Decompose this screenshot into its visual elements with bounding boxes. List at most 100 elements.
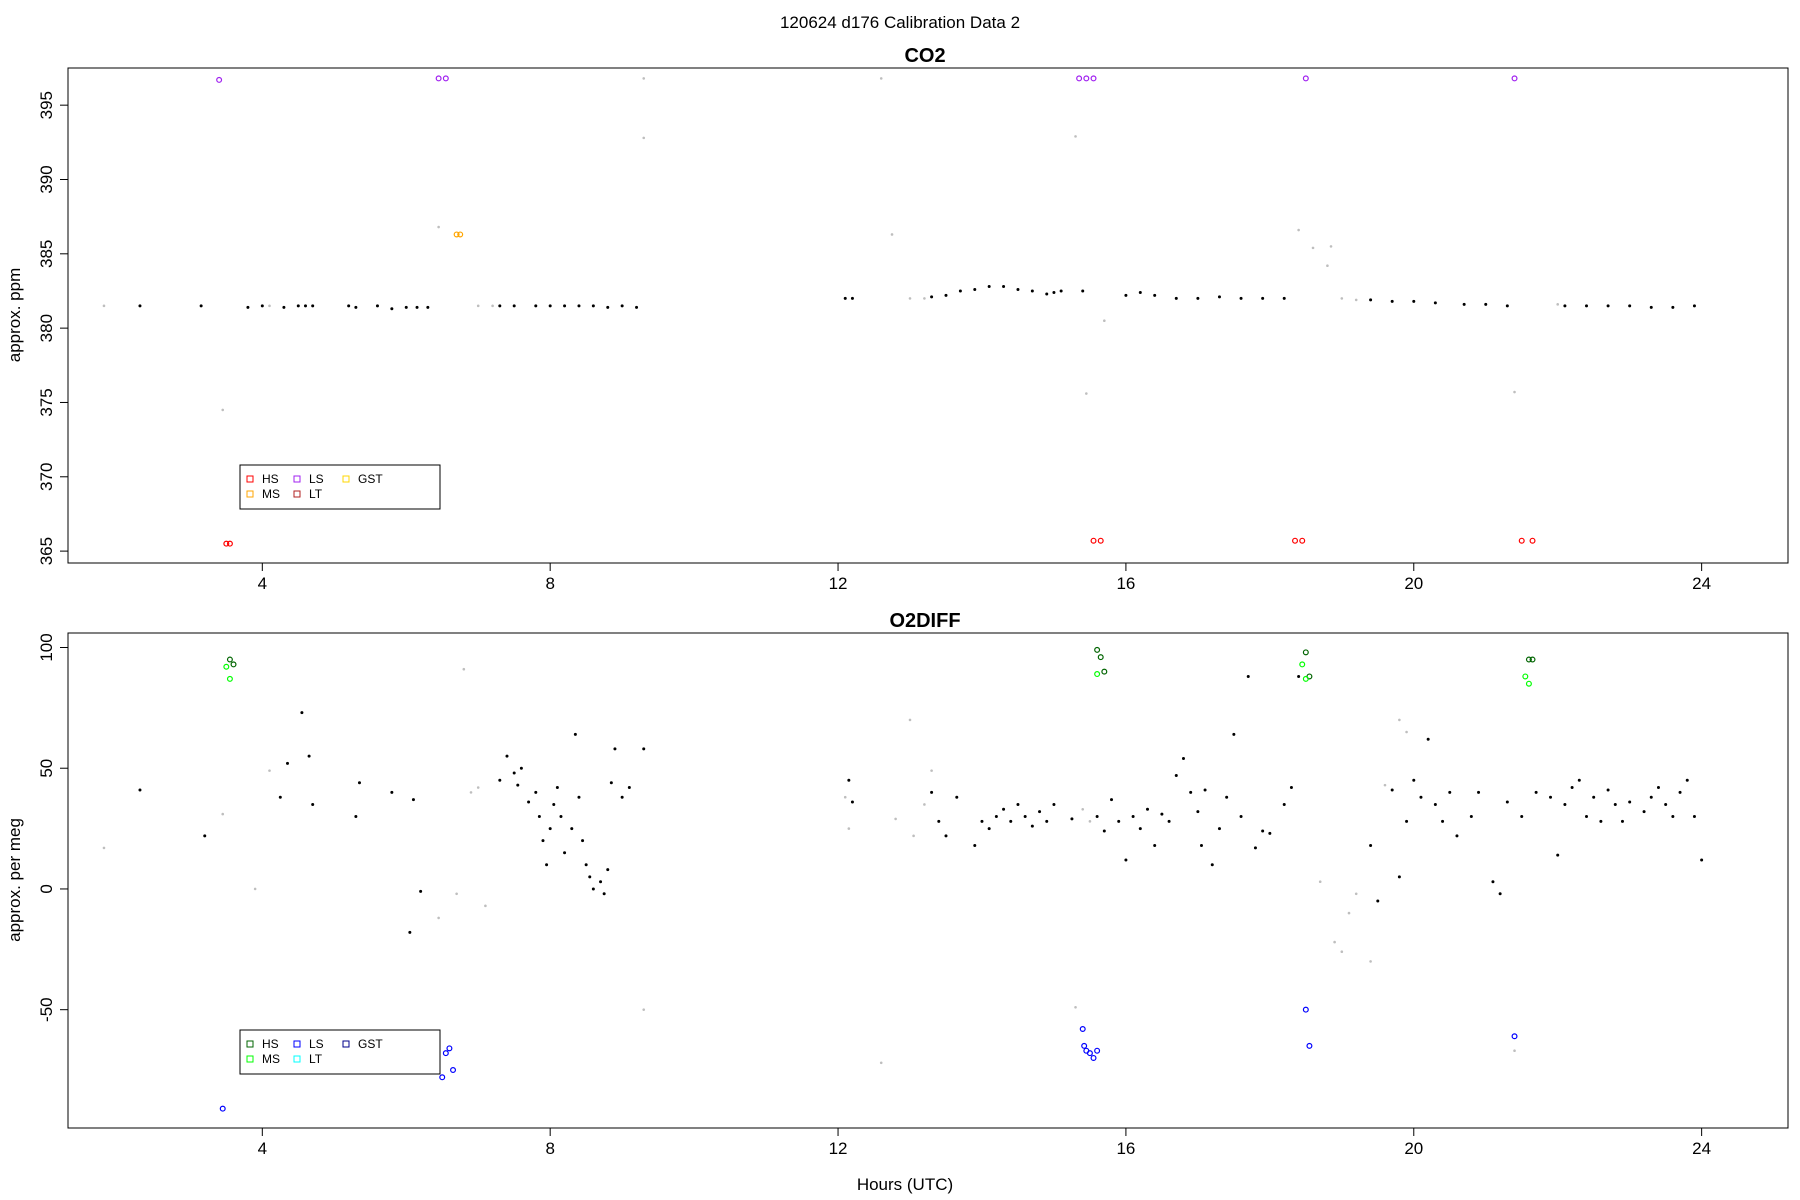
co2-point-black <box>354 305 358 309</box>
co2-x-tick-label: 4 <box>258 574 267 593</box>
co2-point-black <box>534 304 538 308</box>
co2-point-black <box>1462 302 1466 306</box>
co2-point-black <box>1649 305 1653 309</box>
o2diff-point-black <box>1117 819 1121 823</box>
co2-legend-label-hs: HS <box>262 472 279 486</box>
o2diff-point-black <box>1203 788 1207 792</box>
o2diff-point-black <box>1124 858 1128 862</box>
co2-point-black <box>246 305 250 309</box>
o2diff-point-gray <box>843 795 847 799</box>
co2-point-gray <box>1513 390 1516 394</box>
co2-point-black <box>1484 302 1488 306</box>
o2diff-y-tick-label: 100 <box>37 633 56 661</box>
co2-point-black <box>199 304 203 308</box>
o2diff-point-ms <box>1525 680 1532 687</box>
o2diff-point-ls <box>439 1074 446 1081</box>
o2diff-point-hs <box>226 656 233 663</box>
co2-point-black <box>498 304 502 308</box>
co2-y-tick-label: 380 <box>37 314 56 342</box>
co2-y-tick-label: 370 <box>37 463 56 491</box>
o2diff-point-black <box>1599 819 1603 823</box>
co2-point-black <box>944 293 948 297</box>
o2diff-point-hs <box>1529 656 1536 663</box>
co2-point-black <box>311 304 315 308</box>
o2diff-point-gray <box>1398 718 1401 722</box>
co2-point-gray <box>1074 135 1077 138</box>
o2diff-point-gray <box>253 887 257 891</box>
o2diff-point-gray <box>484 904 487 908</box>
o2diff-point-black <box>1246 674 1250 678</box>
o2diff-point-black <box>1217 827 1221 831</box>
o2diff-point-black <box>1189 790 1193 794</box>
o2diff-point-black <box>1620 819 1624 823</box>
co2-legend-label-gst: GST <box>358 472 383 486</box>
o2diff-point-black <box>1239 815 1243 819</box>
co2-x-axis: 4 8 12 16 20 24 <box>258 563 1711 593</box>
o2diff-legend-swatch-hs <box>246 1040 254 1048</box>
o2diff-point-ms <box>1094 671 1101 678</box>
co2-point-black <box>577 304 581 308</box>
o2diff-point-black <box>955 795 959 799</box>
co2-point-black <box>1124 293 1128 297</box>
o2diff-point-gray <box>221 812 225 816</box>
o2diff-point-black <box>534 790 538 794</box>
o2diff-point-gray <box>1081 807 1085 811</box>
co2-point-gray <box>923 297 926 300</box>
o2diff-point-gray <box>894 817 897 821</box>
co2-point-gray <box>1354 298 1358 302</box>
co2-point-black <box>1016 287 1020 291</box>
co2-point-hs <box>1299 537 1306 544</box>
o2diff-legend-label-gst: GST <box>358 1037 383 1051</box>
co2-point-ls <box>1302 75 1309 82</box>
co2-point-gray <box>221 408 225 412</box>
o2diff-point-black <box>1455 834 1459 838</box>
o2diff-point-ls <box>1079 1025 1086 1032</box>
co2-point-black <box>260 304 264 308</box>
o2diff-point-black <box>519 766 523 770</box>
o2diff-point-black <box>1196 810 1200 814</box>
o2diff-point-gray <box>1333 940 1336 944</box>
o2diff-x-tick-label: 20 <box>1404 1139 1423 1158</box>
co2-point-black <box>415 305 419 309</box>
o2diff-x-tick-label: 16 <box>1116 1139 1135 1158</box>
co2-point-black <box>1390 299 1394 303</box>
o2diff-point-ls <box>442 1050 449 1057</box>
co2-point-black <box>1563 304 1567 308</box>
co2-point-black <box>1045 292 1049 296</box>
o2diff-point-black <box>559 815 563 819</box>
co2-point-ls <box>1076 75 1083 82</box>
o2diff-point-black <box>411 798 415 802</box>
o2diff-point-black <box>498 778 502 782</box>
o2diff-panel: O2DIFF approx. per meg 4 8 12 16 20 24 -50 0 50… <box>5 610 1789 1158</box>
co2-point-black <box>591 304 595 308</box>
o2diff-legend-swatch-lt <box>293 1055 301 1063</box>
o2diff-point-gray <box>1347 911 1351 915</box>
o2diff-point-black <box>602 892 606 896</box>
o2diff-point-black <box>1002 807 1006 811</box>
o2diff-point-black <box>980 819 984 823</box>
o2diff-legend-label-lt: LT <box>309 1052 323 1066</box>
o2diff-point-hs <box>1097 654 1104 661</box>
co2-point-hs <box>1090 537 1097 544</box>
co2-plot-frame <box>67 67 1789 564</box>
o2diff-point-black <box>278 795 282 799</box>
o2diff-point-black <box>1167 819 1171 823</box>
x-axis-label: Hours (UTC) <box>857 1175 953 1194</box>
o2diff-point-gray <box>437 916 440 920</box>
co2-y-axis: 365 370 375 380 385 390 395 <box>37 91 68 565</box>
o2diff-point-black <box>1592 795 1596 799</box>
o2diff-point-black <box>1369 843 1373 847</box>
co2-point-black <box>973 287 977 291</box>
co2-point-gray <box>890 233 894 236</box>
o2diff-point-black <box>1520 815 1524 819</box>
o2diff-point-black <box>973 843 977 847</box>
co2-point-black <box>843 296 847 300</box>
o2diff-point-gray <box>1318 880 1322 884</box>
o2diff-point-black <box>1419 795 1423 799</box>
o2diff-point-black <box>516 783 520 787</box>
o2diff-point-black <box>1261 829 1265 833</box>
co2-point-black <box>303 304 307 308</box>
co2-point-black <box>635 305 639 309</box>
o2diff-point-black <box>1052 802 1056 806</box>
